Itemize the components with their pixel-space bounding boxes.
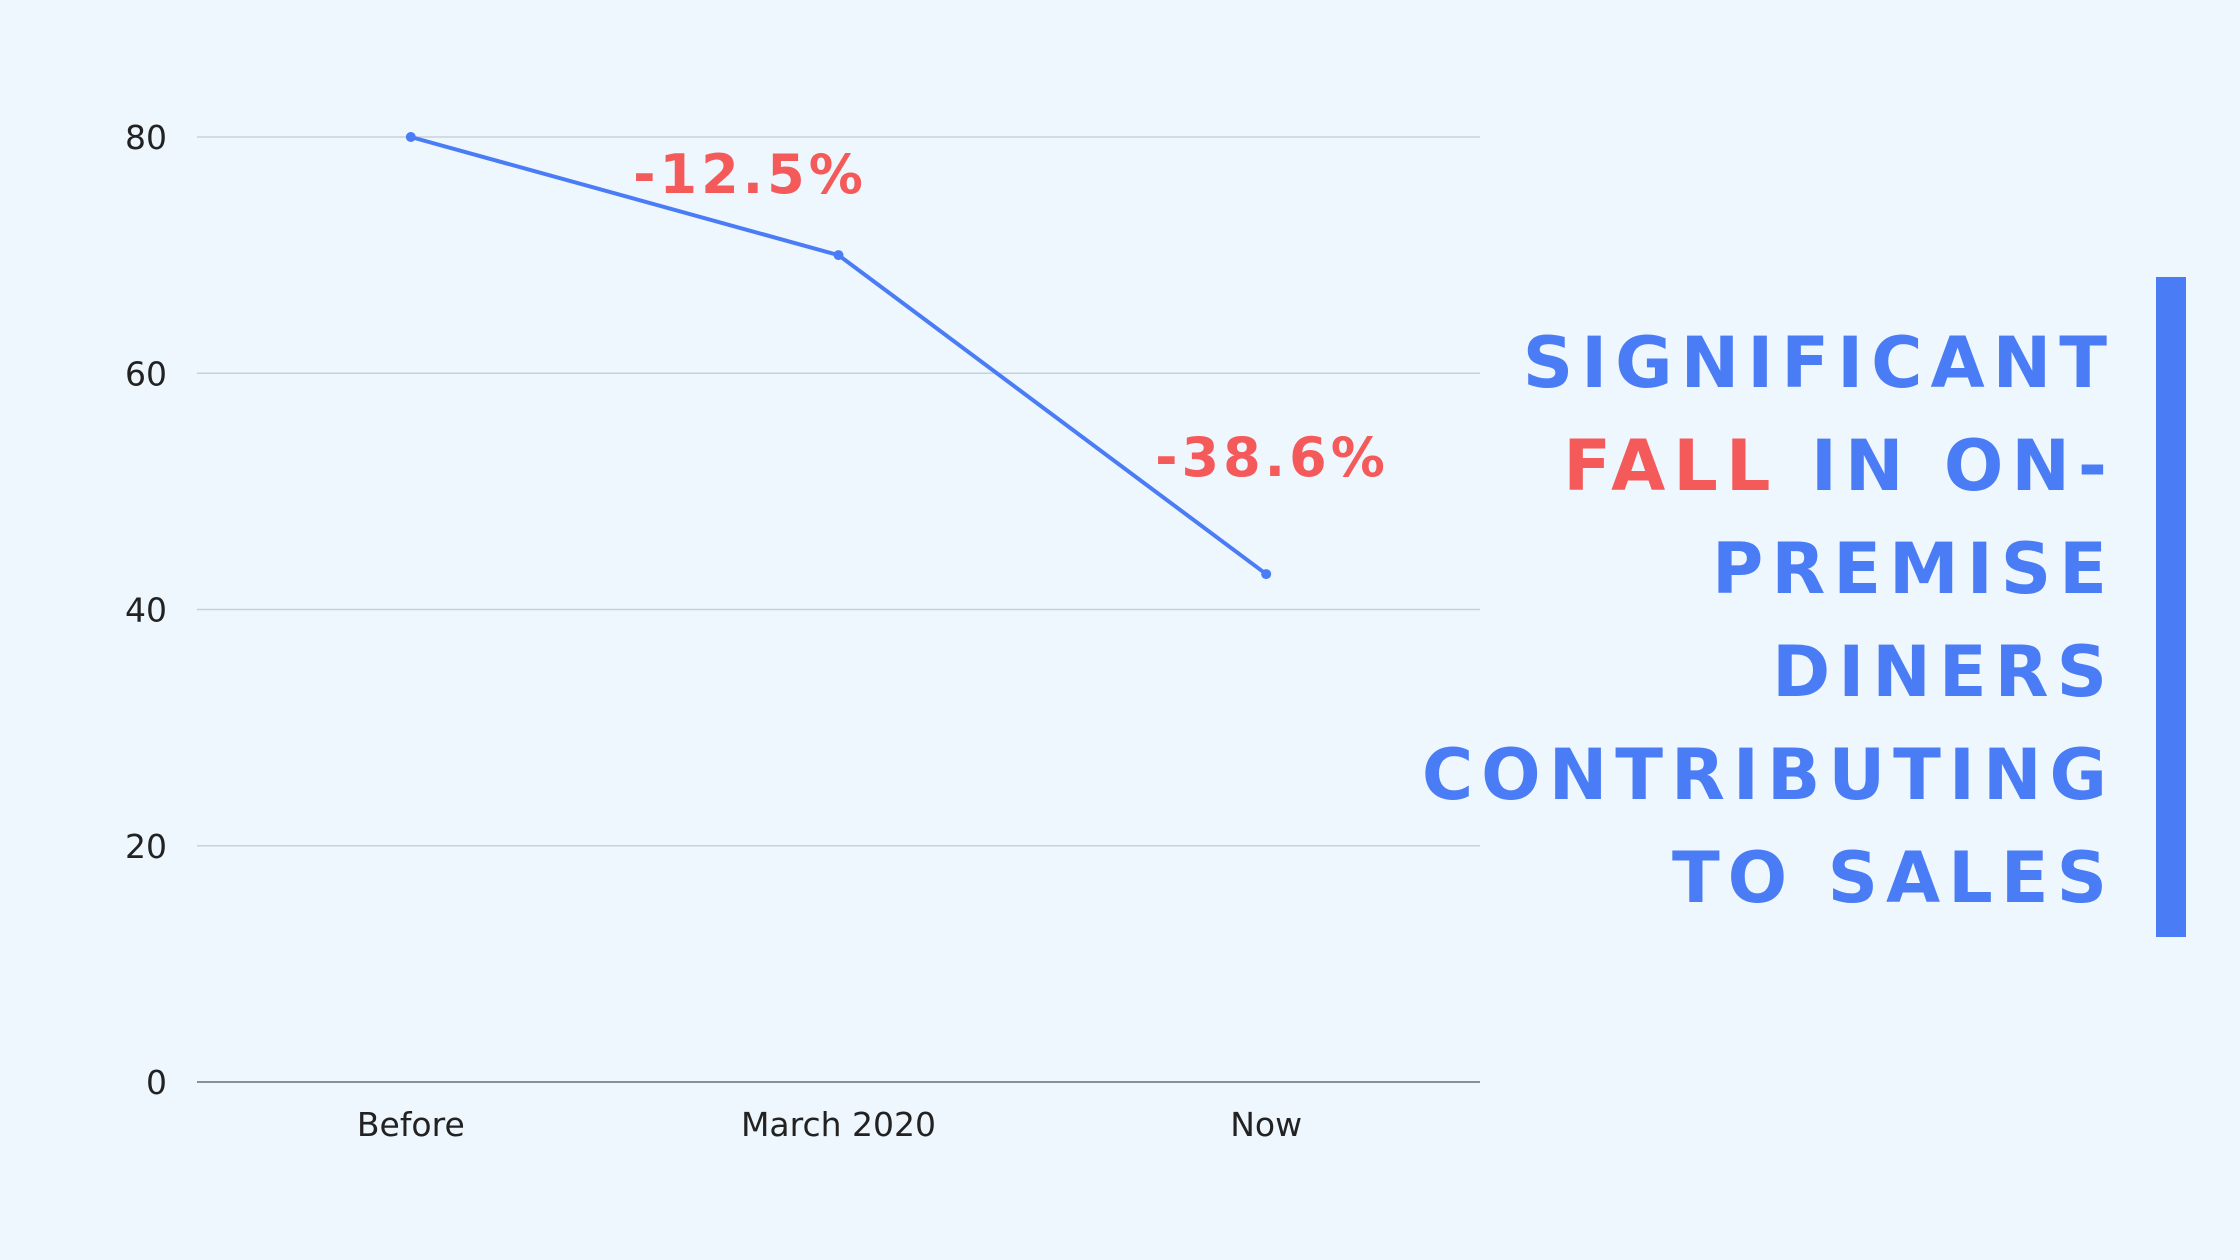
y-tick-label: 60 [125, 354, 167, 393]
data-point [1261, 569, 1272, 580]
headline-part-1: Significant [1522, 322, 2115, 404]
y-tick-label: 20 [125, 827, 167, 866]
data-point [405, 132, 416, 142]
line-chart: 0 20 40 60 80 Before March 2020 Now -12.5% -38… [125, 118, 1480, 1144]
accent-bar [2156, 277, 2186, 937]
x-tick-label: March 2020 [741, 1105, 936, 1144]
headline-highlight: Fall [1563, 425, 1779, 507]
annotations: -12.5% -38.6% [633, 143, 1389, 489]
headline-part-2: in on-premise diners contributing to sal… [1421, 425, 2115, 919]
y-axis-ticks: 0 20 40 60 80 [125, 118, 167, 1102]
data-point [833, 250, 844, 261]
annotation-label-1: -12.5% [633, 143, 867, 206]
annotation-label-2: -38.6% [1155, 426, 1389, 489]
y-tick-label: 80 [125, 118, 167, 157]
headline: Significant Fall in on-premise diners con… [1395, 312, 2115, 930]
x-tick-label: Now [1230, 1105, 1302, 1144]
y-tick-label: 0 [146, 1063, 167, 1102]
y-tick-label: 40 [125, 591, 167, 630]
x-axis-ticks: Before March 2020 Now [357, 1105, 1302, 1144]
x-tick-label: Before [357, 1105, 465, 1144]
series [405, 132, 1272, 580]
gridlines [197, 136, 1480, 1083]
